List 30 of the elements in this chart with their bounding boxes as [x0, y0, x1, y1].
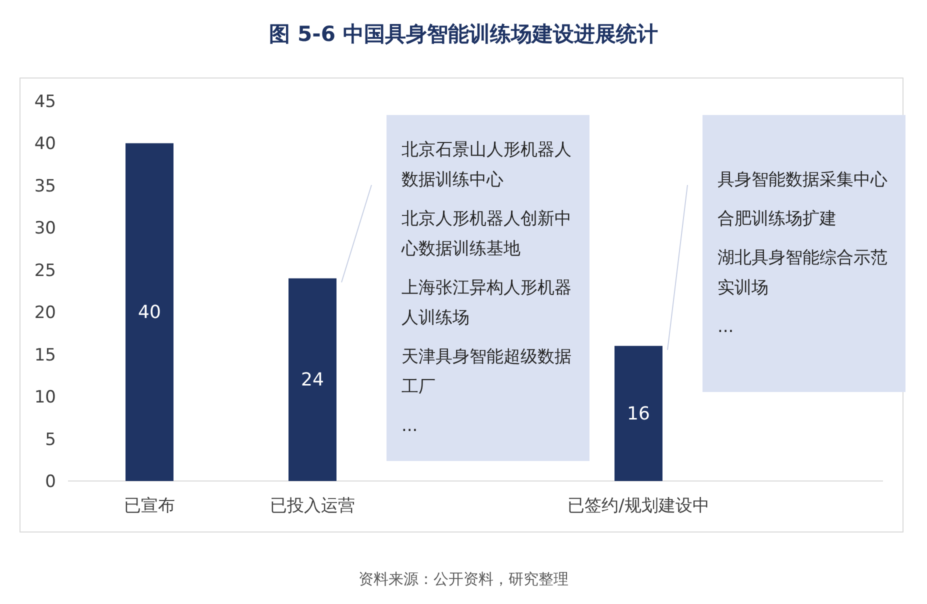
y-tick-label: 20	[34, 303, 56, 324]
annotation: 天津具身智能超级数据工厂	[402, 347, 572, 397]
y-tick-label: 25	[34, 260, 56, 281]
bar	[126, 143, 174, 481]
bar	[614, 346, 662, 481]
annotation: 北京石景山人形机器人数据训练中心	[402, 140, 572, 190]
bar	[288, 278, 336, 481]
x-tick-label: 已签约/规划建设中	[568, 496, 710, 516]
x-tick-label: 已宣布	[124, 496, 175, 516]
annotation: ...	[402, 416, 418, 436]
data-label: 16	[627, 403, 650, 424]
text: 资料来源：公开资料，研究整理	[358, 570, 568, 588]
y-tick-label: 10	[34, 388, 56, 408]
y-tick-label: 0	[45, 472, 56, 492]
annotation: 湖北具身智能综合示范实训场	[718, 248, 888, 298]
annotation: 具身智能数据采集中心	[718, 170, 888, 190]
y-tick-label: 45	[34, 92, 56, 112]
data-label: 40	[138, 302, 161, 324]
y-tick-label: 15	[34, 345, 56, 366]
chart-title: 图 5-6 中国具身智能训练场建设进展统计	[269, 22, 658, 46]
annotation: 上海张江异构人形机器人训练场	[402, 278, 572, 328]
annotation: 北京人形机器人创新中心数据训练基地	[400, 209, 572, 259]
data-label: 24	[301, 370, 324, 391]
y-tick-label: 30	[34, 218, 56, 239]
y-tick-label: 40	[34, 134, 56, 154]
x-tick-label: 已投入运营	[270, 496, 355, 516]
annotation: ...	[718, 317, 734, 337]
y-tick-label: 5	[45, 430, 56, 450]
y-tick-label: 35	[34, 176, 56, 196]
annotation: 合肥训练场扩建	[718, 209, 836, 229]
